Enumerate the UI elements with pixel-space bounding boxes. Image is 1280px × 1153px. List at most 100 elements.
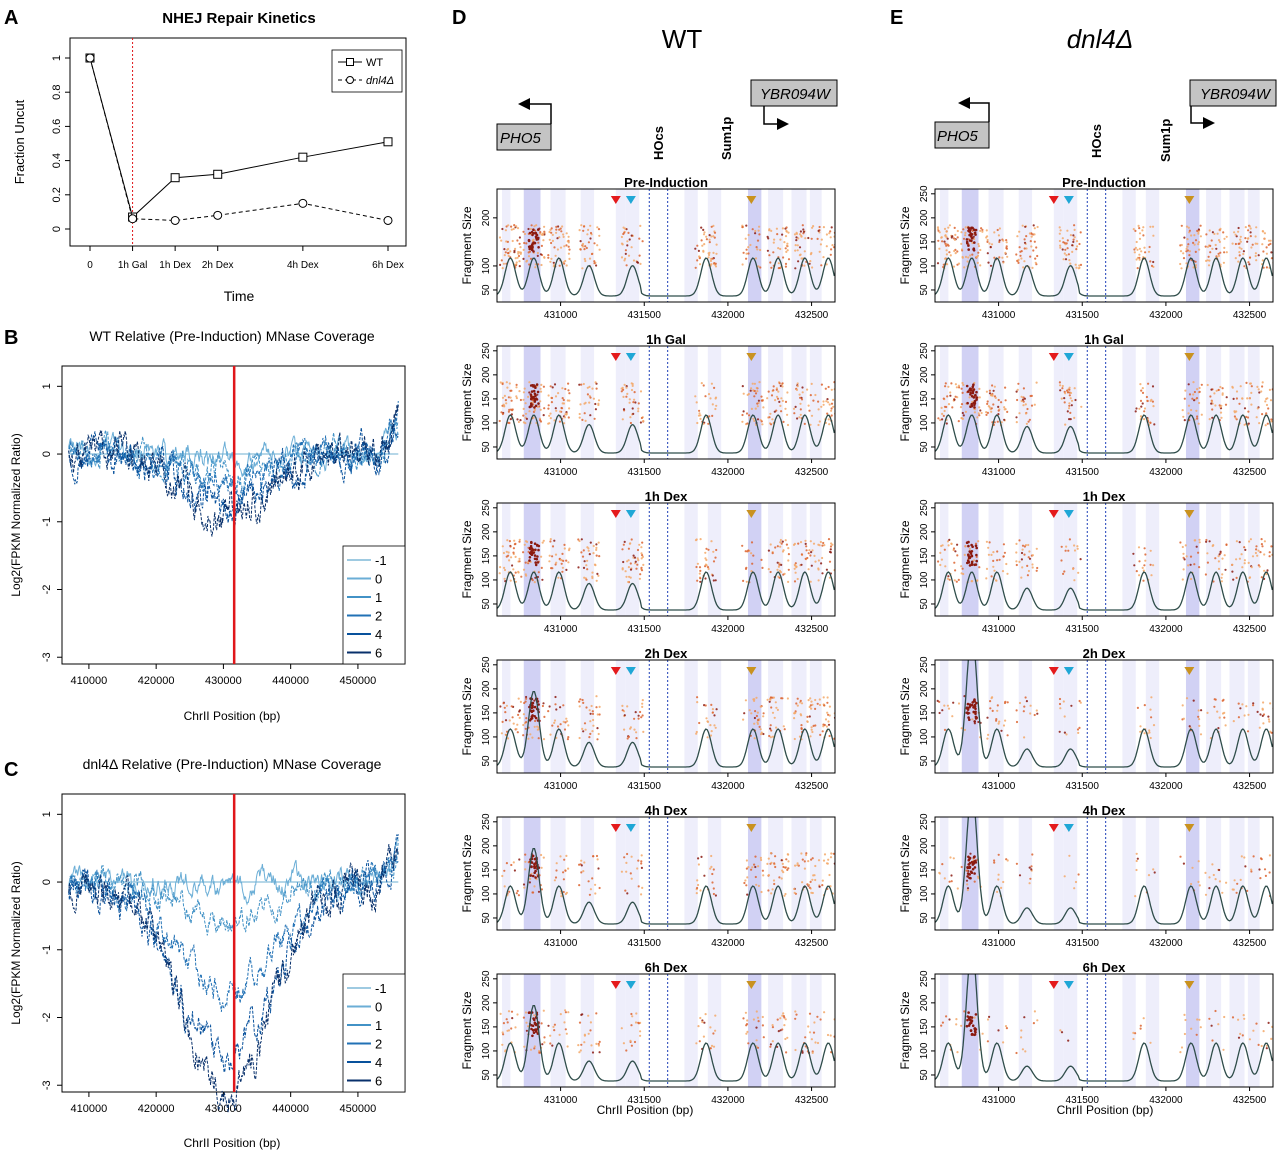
fragment-point <box>1191 397 1194 400</box>
fragment-point <box>1062 258 1065 261</box>
fragment-point <box>1135 258 1138 261</box>
panel-a-ticks: 00.20.40.60.810 1h Gal 1h Dex 2h Dex 4h Dex 6… <box>51 38 404 271</box>
nucleosome-band <box>625 974 640 1087</box>
fragment-point <box>1179 262 1182 266</box>
row-frame <box>934 502 1274 617</box>
fragment-point <box>1193 563 1196 566</box>
fragment-point <box>578 1021 582 1024</box>
fragment-point <box>579 1049 582 1052</box>
fragment-point <box>499 381 502 384</box>
fragment-point <box>953 398 956 401</box>
fragment-point <box>591 571 594 574</box>
fragment-point <box>811 857 814 860</box>
fragment-point <box>623 259 626 262</box>
fragment-point <box>1222 231 1225 234</box>
fragment-point <box>1206 383 1209 387</box>
fragment-point <box>594 408 598 411</box>
row-ylabel: Fragment Size <box>460 991 474 1069</box>
fragment-point <box>713 386 716 389</box>
fragment-point <box>567 416 570 419</box>
fragment-point <box>1058 232 1061 235</box>
fragment-point <box>1135 570 1138 573</box>
fragment-point <box>1029 704 1032 707</box>
row-ytick-label: 150 <box>481 390 492 407</box>
fragment-point <box>1218 880 1221 883</box>
fragment-point <box>1019 250 1022 253</box>
fragment-point <box>836 224 838 226</box>
fragment-point <box>803 422 806 425</box>
fragment-point <box>1232 720 1235 723</box>
fragment-point <box>589 224 592 227</box>
fragment-point <box>1072 238 1075 241</box>
row-ytick-label: 200 <box>481 523 492 540</box>
fragment-point <box>577 566 580 569</box>
fragment-point <box>598 886 601 890</box>
fragment-point <box>837 711 839 713</box>
row-xtick-label: 431500 <box>1066 938 1100 949</box>
fragment-point <box>695 565 698 569</box>
fragment-point <box>996 704 999 707</box>
fragment-point <box>1237 716 1240 719</box>
fragment-point <box>1248 256 1252 259</box>
row-ytick-label: 250 <box>919 185 930 202</box>
panel-a-series <box>85 53 393 225</box>
fragment-point <box>944 565 947 568</box>
fragment-point <box>1213 232 1216 235</box>
fragment-point <box>1197 551 1200 554</box>
fragment-point <box>1238 557 1241 560</box>
fragment-point <box>946 243 949 246</box>
fragment-point <box>800 724 803 727</box>
fragment-point <box>1219 405 1222 409</box>
panel-d-xlabel: ChrII Position (bp) <box>597 1103 694 1117</box>
fragment-point <box>1266 422 1269 425</box>
row-ylabel: Fragment Size <box>460 206 474 284</box>
fragment-point <box>708 234 711 237</box>
row-xtick-label: 432500 <box>795 310 829 321</box>
fragment-point <box>525 721 528 724</box>
fragment-point <box>828 403 831 406</box>
nucleosome-band <box>1063 346 1078 459</box>
fragment-point <box>744 1011 748 1014</box>
fragment-point <box>762 712 765 715</box>
fragment-point <box>539 253 543 256</box>
fragment-point <box>710 865 713 869</box>
fragment-point-dense <box>528 247 531 251</box>
fragment-point <box>793 233 797 236</box>
fragment-point <box>699 889 702 892</box>
fragment-point <box>742 1017 745 1020</box>
fragment-point <box>809 394 812 397</box>
panel-a-xtick-label: 4h Dex <box>287 260 319 271</box>
fragment-point <box>808 1012 812 1015</box>
row-ytick-label: 50 <box>919 598 930 610</box>
fragment-point <box>811 549 814 552</box>
fragment-point <box>704 704 707 707</box>
fragment-point <box>504 229 507 232</box>
fragment-point <box>523 387 526 390</box>
fragment-point <box>1194 264 1197 267</box>
fragment-point <box>510 556 513 559</box>
fragment-point <box>516 1013 519 1016</box>
fragment-point <box>626 737 629 740</box>
fragment-point <box>629 542 632 545</box>
fragment-point <box>1218 229 1222 232</box>
fragment-point <box>1270 418 1273 421</box>
fragment-point-dense <box>968 866 971 870</box>
fragment-point <box>1258 726 1261 729</box>
fragment-point <box>1243 714 1246 717</box>
fragment-point <box>766 397 769 400</box>
row-title: 6h Dex <box>645 960 688 975</box>
fragment-point <box>596 572 599 576</box>
fragment-point <box>966 888 969 892</box>
fragment-point <box>1079 558 1082 561</box>
row-ytick-label: 100 <box>481 1042 492 1059</box>
fragment-point <box>498 236 502 239</box>
fragment-point <box>636 557 639 560</box>
fragment-point <box>705 547 708 550</box>
fragment-point <box>1015 416 1018 419</box>
fragment-point <box>542 702 545 705</box>
fragment-point <box>965 879 969 882</box>
fragment-point <box>713 236 716 239</box>
fragment-point <box>768 254 771 257</box>
nucleosome-band <box>1247 503 1260 616</box>
